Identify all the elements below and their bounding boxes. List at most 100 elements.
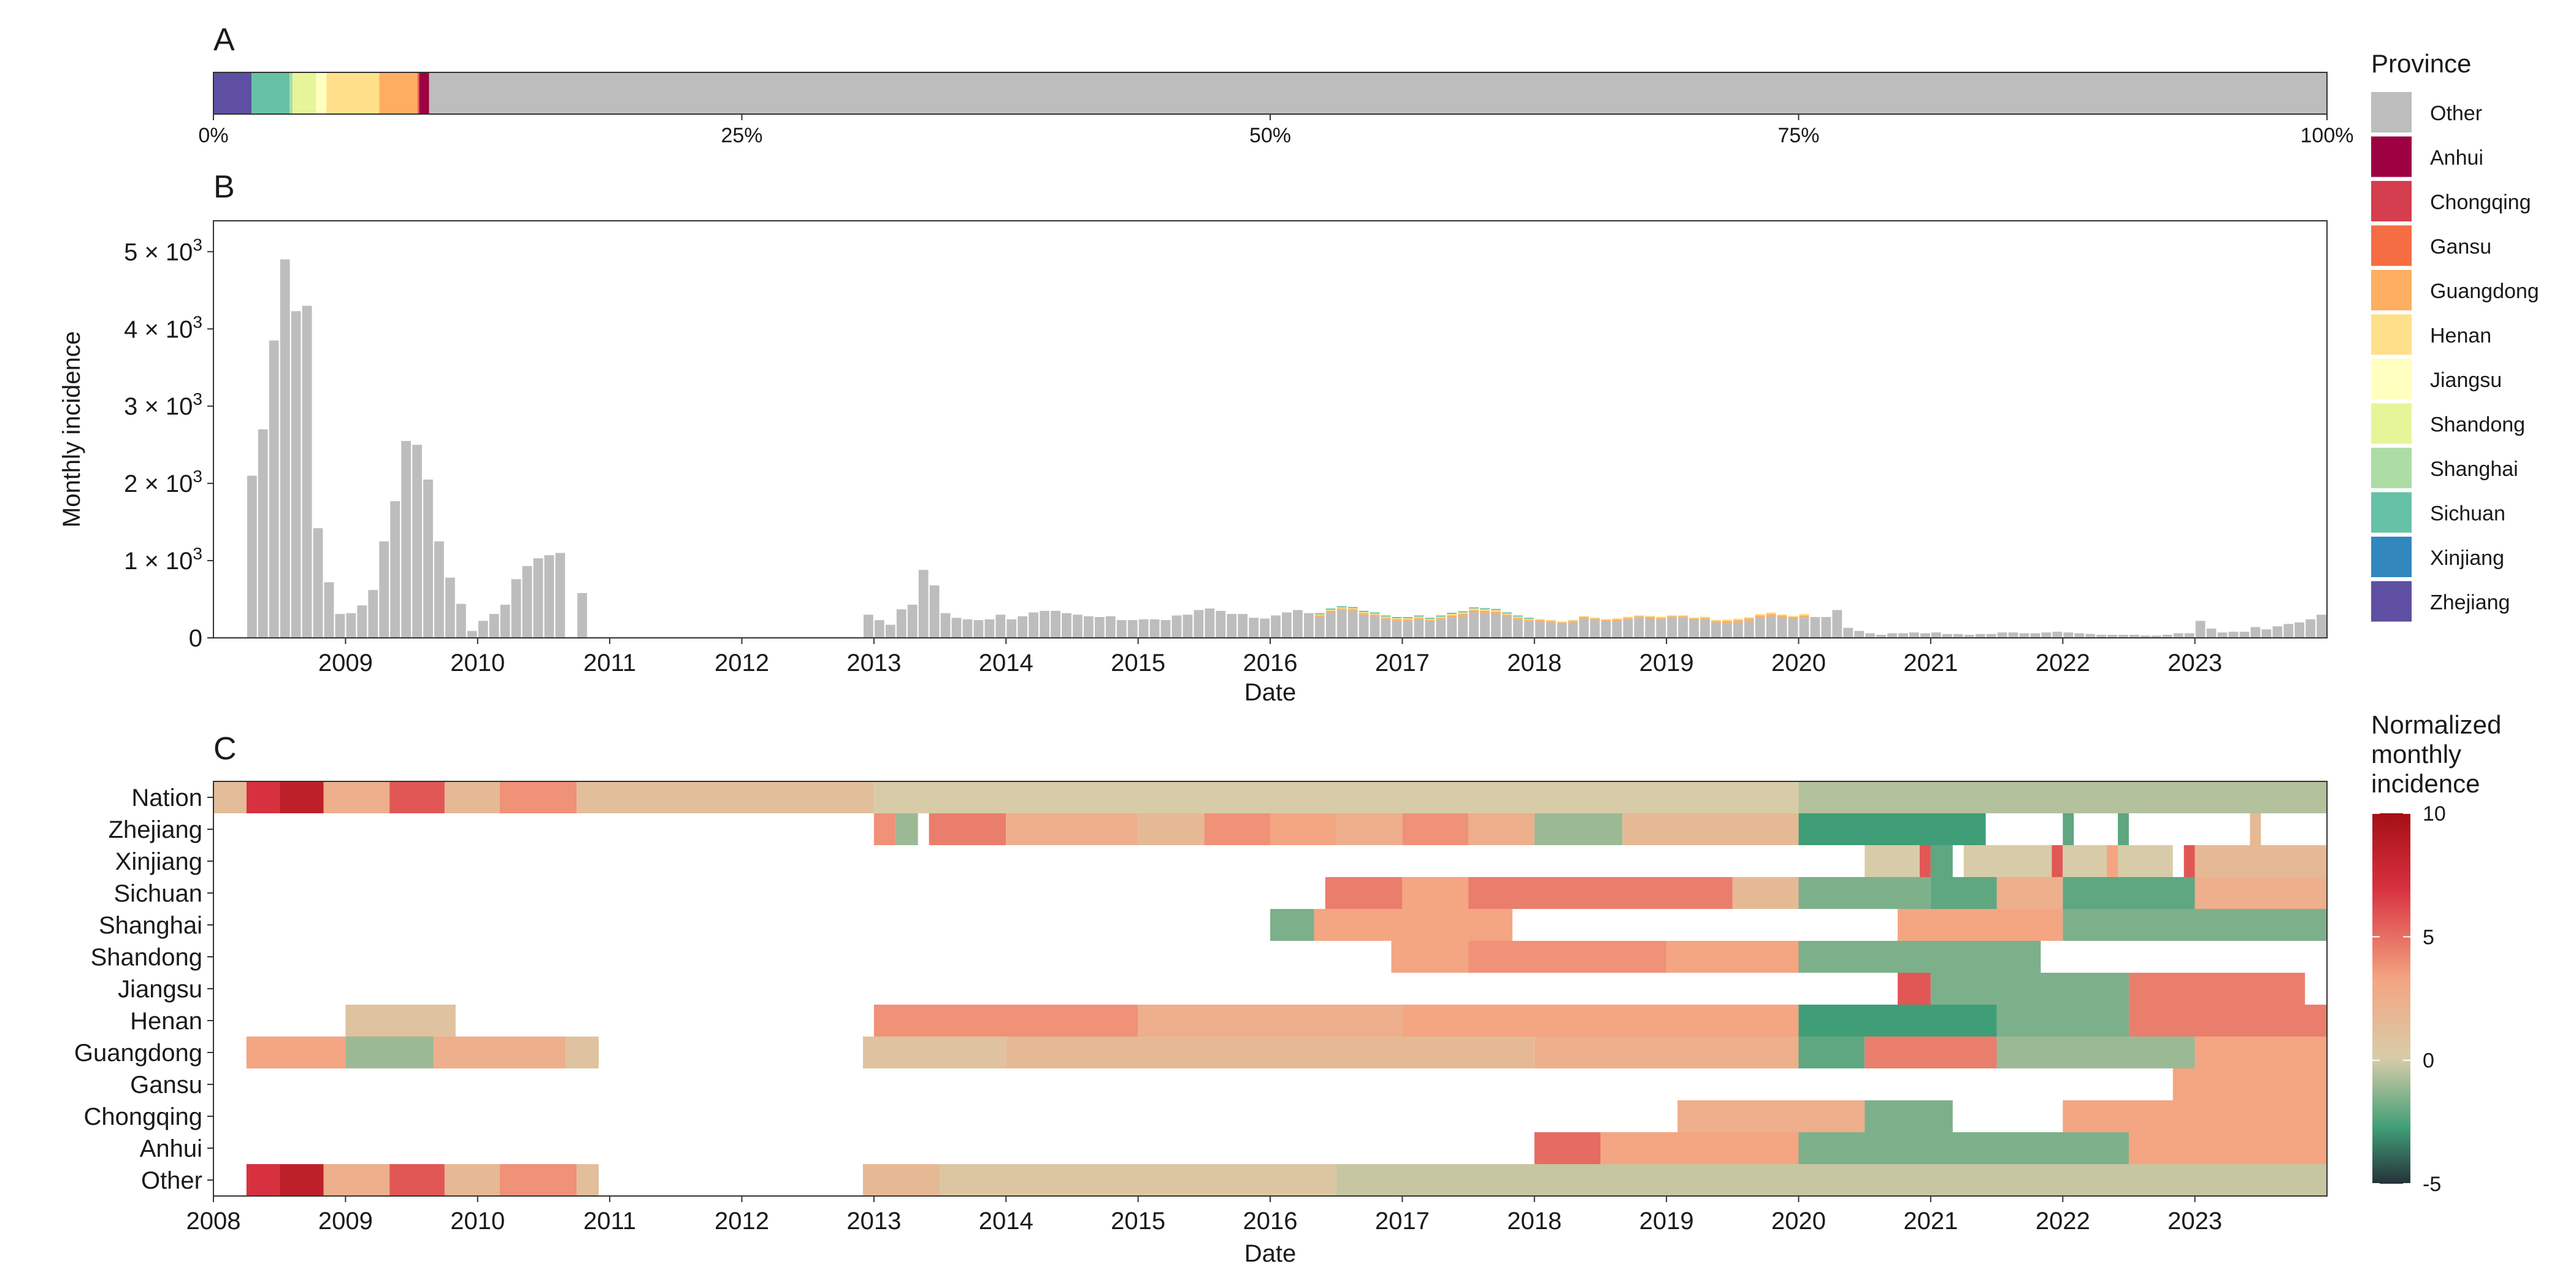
bar-other — [2107, 634, 2117, 638]
heat-cell-nation — [499, 781, 577, 813]
colorbar-tick-label: 0 — [2423, 1049, 2434, 1073]
panel-b-x-tick-label: 2018 — [1507, 650, 1562, 677]
heat-cell-nation — [213, 781, 247, 813]
heat-cell-henan — [1138, 1005, 1403, 1037]
bar-guangdong — [1524, 620, 1534, 622]
bar-henan — [1359, 611, 1369, 613]
province-legend: Other Anhui Chongqing Gansu Guangdong Henan Ji… — [2371, 92, 2539, 622]
bar-other — [489, 613, 499, 638]
bar-other — [302, 305, 312, 638]
bar-other — [2096, 634, 2106, 638]
panel-b-x-tick-label: 2015 — [1111, 650, 1165, 677]
panel-b-x-axis: 2009 2010 2011 2012 2013 2014 2015 2016 2017 2018… — [318, 638, 2222, 677]
heat-cell-henan — [1402, 1005, 1799, 1037]
legend-swatch-anhui — [2371, 136, 2412, 177]
heat-cell-shandong — [1666, 941, 1799, 973]
bar-other — [379, 541, 389, 638]
bar-guangdong — [1447, 615, 1457, 618]
panel-a-tick-label: 0% — [198, 124, 228, 147]
heat-cell-guangdong — [2195, 1037, 2327, 1068]
panel-c-x-tick-label: 2019 — [1639, 1208, 1694, 1235]
bar-guangdong — [1480, 610, 1490, 613]
bar-sichuan — [1512, 615, 1523, 617]
bar-guangdong — [1392, 619, 1402, 621]
bar-guangdong — [1314, 615, 1325, 617]
bar-henan — [1392, 618, 1402, 619]
panel-c-y-tick-label: Nation — [131, 784, 202, 811]
bar-other — [1535, 621, 1545, 638]
heat-cell-guangdong — [862, 1037, 1006, 1068]
bar-other — [511, 579, 521, 638]
bar-other — [1755, 618, 1765, 638]
share-sichuan — [251, 72, 290, 114]
heat-cell-nation — [1798, 781, 2327, 813]
bar-other — [2294, 622, 2305, 638]
bar-other — [2250, 627, 2261, 638]
panel-c-y-axis: Nation Zhejiang Xinjiang Sichuan Shanghai Sha… — [74, 784, 213, 1194]
legend-title: Province — [2371, 49, 2471, 78]
bar-other — [2041, 632, 2052, 638]
bar-other — [1292, 610, 1303, 638]
panel-c-x-axis-title: Date — [1244, 1240, 1297, 1267]
heat-cell-nation — [577, 781, 874, 813]
bar-other — [1898, 633, 1908, 638]
bar-henan — [1447, 613, 1457, 616]
bar-other — [2162, 634, 2172, 638]
bar-henan — [1557, 621, 1567, 623]
bar-henan — [1733, 618, 1743, 621]
panel-b-bars — [247, 259, 2326, 638]
heat-cell-zhejiang — [1534, 813, 1623, 845]
heat-cell-guangdong — [565, 1037, 599, 1068]
heat-cell-zhejiang — [873, 813, 896, 845]
colorbar-tick-label: 10 — [2423, 802, 2446, 826]
panel-c-y-tick-label: Zhejiang — [109, 816, 202, 843]
share-shanghai — [289, 72, 293, 114]
legend-label-xinjiang: Xinjiang — [2430, 546, 2504, 570]
bar-other — [1524, 621, 1534, 638]
bar-guangdong — [1501, 615, 1512, 616]
bar-other — [1612, 621, 1622, 638]
heat-cell-other — [246, 1164, 280, 1196]
panel-c-y-tick-label: Jiangsu — [118, 976, 202, 1003]
panel-c-x-tick-label: 2021 — [1903, 1208, 1958, 1235]
heat-cell-jiangsu — [1898, 973, 1931, 1005]
bar-guangdong — [1601, 620, 1611, 622]
bar-other — [2052, 631, 2063, 638]
bar-other — [280, 259, 290, 638]
bar-other — [1105, 616, 1116, 638]
share-jiangsu — [316, 72, 327, 114]
bar-henan — [1656, 616, 1666, 618]
legend-swatch-jiangsu — [2371, 359, 2412, 399]
panel-c-y-tick-label: Shandong — [91, 944, 202, 971]
heat-cell-other — [862, 1164, 940, 1196]
heat-cell-xinjiang — [1865, 845, 1920, 877]
panel-b-y-axis-title: Monthly incidence — [58, 331, 85, 527]
bar-sichuan — [1359, 610, 1369, 612]
heat-cell-shanghai — [1270, 909, 1314, 941]
bar-other — [1590, 620, 1600, 638]
bar-other — [1325, 612, 1336, 638]
heat-cell-anhui — [1600, 1132, 1799, 1164]
bar-other — [1127, 620, 1138, 638]
bar-other — [2030, 633, 2041, 638]
heat-cell-nation — [246, 781, 280, 813]
heat-cell-henan — [873, 1005, 1138, 1037]
bar-guangdong — [1336, 608, 1347, 610]
bar-other — [1579, 618, 1589, 638]
panel-a-tick-label: 25% — [721, 124, 762, 147]
bar-other — [1942, 634, 1952, 638]
bar-other — [1491, 613, 1501, 638]
bar-guangdong — [1634, 616, 1644, 618]
bar-other — [522, 565, 532, 638]
bar-henan — [1381, 616, 1391, 618]
bar-other — [1667, 618, 1677, 638]
bar-other — [973, 620, 984, 638]
panel-b-y-tick-label: 1 × 103 — [124, 544, 202, 575]
bar-other — [1040, 610, 1049, 638]
panel-b-y-tick-label: 3 × 103 — [124, 389, 202, 420]
bar-guangdong — [1777, 615, 1787, 617]
bar-henan — [1469, 608, 1479, 610]
bar-henan — [1579, 616, 1589, 617]
bar-other — [555, 553, 565, 638]
heat-cell-shandong — [1798, 941, 2041, 973]
